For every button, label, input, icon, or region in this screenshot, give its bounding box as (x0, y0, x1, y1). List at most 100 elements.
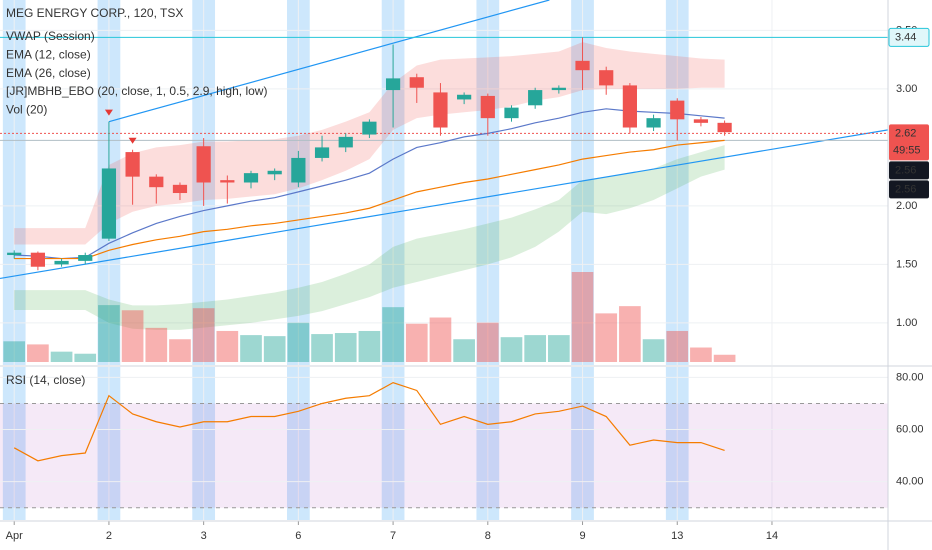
price-label: 2.56 (895, 183, 916, 195)
volume-bar (690, 347, 712, 362)
volume-bar (240, 335, 262, 362)
volume-bar (405, 323, 428, 362)
volume-bar (358, 330, 381, 362)
volume-bar (666, 330, 689, 362)
volume-bar (500, 337, 523, 362)
y-tick-label: 2.00 (896, 200, 917, 212)
candle-body (599, 70, 614, 86)
rsi-title: RSI (14, close) (6, 373, 85, 387)
band-area (14, 42, 725, 245)
candle-body (196, 146, 211, 183)
signal-marker (128, 137, 137, 144)
x-tick-label: 14 (766, 530, 778, 542)
ema-line (14, 108, 725, 260)
price-label-box (889, 180, 929, 199)
rsi-line (13, 381, 725, 462)
volume-bar (619, 306, 641, 362)
candle-body (267, 170, 282, 175)
price-label: 3.44 (895, 31, 916, 43)
ema-line (14, 139, 725, 260)
chart-title: MEG ENERGY CORP., 120, TSX (6, 6, 183, 20)
candle-body (528, 90, 543, 106)
volume-bar (453, 339, 475, 362)
x-tick-label: 9 (579, 530, 585, 542)
candle-body (362, 121, 377, 135)
volume-bar (571, 272, 594, 362)
volume-bar (476, 322, 499, 362)
candle-body (433, 92, 448, 128)
trendline (108, 0, 550, 123)
volume-bar (311, 334, 333, 362)
y-tick-label: 3.00 (896, 83, 917, 95)
volume-bar (74, 353, 97, 362)
volume-bar (145, 327, 168, 362)
volume-bar (98, 305, 120, 362)
volume-bar (642, 339, 665, 362)
candle-body (314, 147, 330, 158)
y-tick-label: 1.00 (896, 317, 917, 329)
volume-bar (287, 322, 310, 362)
candle-body (551, 87, 566, 91)
volume-bar (595, 313, 618, 362)
candle-body (149, 176, 164, 188)
countdown: 49:55 (893, 144, 921, 156)
price-label-box (889, 161, 929, 180)
candle-body (693, 119, 709, 123)
x-tick-label: 8 (485, 530, 491, 542)
legend-entry: [JR]MBHB_EBO (20, close, 1, 0.5, 2.9, hi… (6, 84, 267, 98)
signal-marker (104, 109, 113, 116)
legend-entry: EMA (12, close) (6, 47, 91, 61)
band-area (14, 145, 725, 330)
volume-bar (382, 307, 404, 362)
volume-bar (169, 339, 191, 362)
candle-body (504, 107, 519, 119)
volume-bar (3, 341, 26, 362)
candle-body (7, 252, 22, 256)
x-tick-label: 6 (295, 530, 301, 542)
candle-body (172, 184, 188, 194)
volume-bar (713, 354, 736, 362)
candle-body (291, 157, 306, 183)
volume-bar (429, 317, 452, 362)
price-label-box (888, 27, 930, 47)
rsi-pane (0, 367, 888, 520)
candle-body (78, 255, 93, 261)
y-tick-label: 1.50 (896, 258, 917, 270)
candle-body (670, 100, 685, 120)
x-tick-label: 3 (201, 530, 207, 542)
rsi-tick-label: 60.00 (896, 423, 924, 435)
candle-body (646, 118, 661, 128)
volume-bar (216, 330, 239, 362)
volume-bar (50, 351, 73, 362)
price-label-box (889, 124, 929, 161)
candle-body (409, 77, 424, 88)
x-tick-label: 7 (390, 530, 396, 542)
candle-body (622, 85, 637, 128)
x-tick-label: Apr (6, 530, 23, 542)
volume-bar (192, 308, 215, 362)
legend-entry: EMA (26, close) (6, 66, 91, 80)
overlay: 3.503.002.001.501.00Apr236789131480.0060… (6, 24, 930, 542)
x-tick-label: 2 (106, 530, 112, 542)
candle-body (125, 152, 140, 177)
candle-body (220, 180, 235, 183)
rsi-tick-label: 80.00 (896, 371, 924, 383)
candle-body (243, 173, 259, 183)
candle-body (717, 122, 732, 133)
volume-bar (263, 336, 286, 362)
candle-body (338, 136, 353, 148)
candle-body (457, 94, 472, 100)
volume-bar (27, 344, 49, 362)
candle-body (575, 60, 590, 71)
rsi-band (0, 403, 888, 508)
candle-body (54, 260, 69, 265)
main-pane (0, 0, 888, 365)
x-tick-label: 13 (671, 530, 683, 542)
trendline (0, 129, 888, 280)
candle-body (101, 168, 117, 239)
volume-bar (548, 335, 570, 362)
volume-bar (121, 310, 144, 362)
rsi-tick-label: 40.00 (896, 476, 924, 488)
price-label: 2.62 (895, 127, 916, 139)
